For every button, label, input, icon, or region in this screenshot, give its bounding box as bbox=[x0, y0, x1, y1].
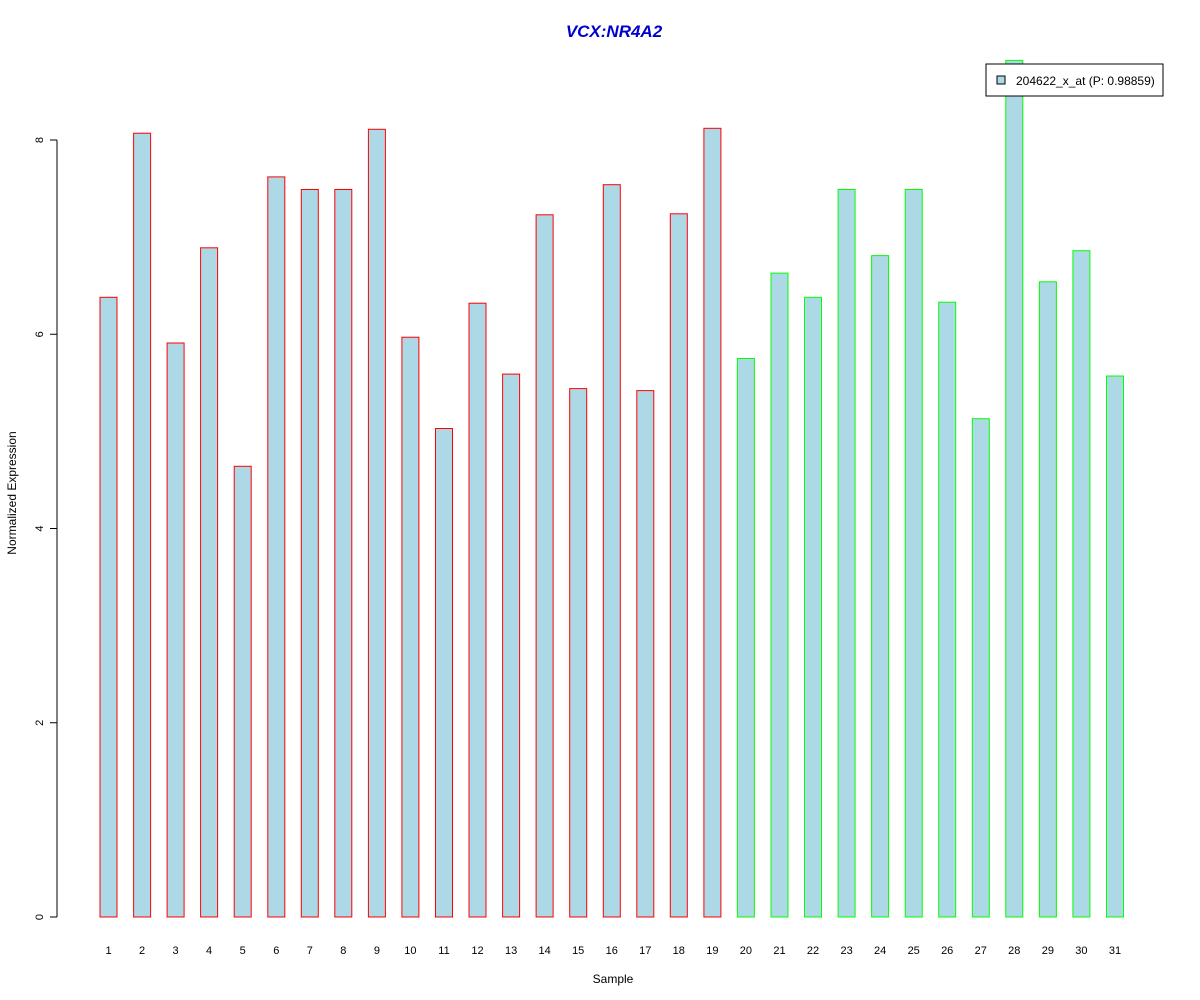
bar-sample-22 bbox=[804, 296, 822, 918]
x-tick-label: 31 bbox=[1109, 945, 1121, 957]
y-tick-label: 4 bbox=[34, 525, 46, 531]
bar-sample-29 bbox=[1038, 281, 1057, 918]
x-tick-label: 3 bbox=[173, 945, 179, 957]
bar-sample-1 bbox=[99, 296, 118, 918]
x-tick-label: 17 bbox=[639, 945, 651, 957]
x-tick-labels: 1 2 3 4 5 6 7 8 9 10 11 12 13 14 15 16 17 18 19 20 21 22 23 24 2… bbox=[105, 945, 1121, 957]
y-tick-label: 8 bbox=[34, 137, 46, 143]
x-tick-label: 1 bbox=[105, 945, 111, 957]
x-tick-label: 21 bbox=[773, 945, 785, 957]
bars-group bbox=[99, 59, 1124, 918]
bar-sample-11 bbox=[435, 428, 453, 918]
legend-label: 204622_x_at (P: 0.98859) bbox=[1016, 74, 1155, 88]
bar-sample-21 bbox=[770, 272, 789, 918]
bar-sample-12 bbox=[468, 302, 487, 918]
bar-sample-19 bbox=[703, 127, 722, 918]
bar-sample-17 bbox=[636, 390, 655, 918]
bar-sample-5 bbox=[233, 465, 252, 918]
x-tick-label: 18 bbox=[673, 945, 685, 957]
x-tick-label: 24 bbox=[874, 945, 886, 957]
bar-sample-6 bbox=[267, 176, 286, 918]
bar-sample-9 bbox=[367, 128, 386, 918]
bar-sample-2 bbox=[133, 132, 152, 918]
x-tick-label: 14 bbox=[538, 945, 550, 957]
legend-box bbox=[985, 63, 1164, 97]
bar-sample-23 bbox=[837, 189, 856, 918]
x-tick-label: 27 bbox=[975, 945, 987, 957]
bar-sample-14 bbox=[535, 214, 554, 918]
x-tick-label: 13 bbox=[505, 945, 517, 957]
bar-sample-27 bbox=[971, 418, 990, 918]
x-tick-label: 23 bbox=[840, 945, 852, 957]
x-tick-label: 2 bbox=[139, 945, 145, 957]
x-tick-label: 12 bbox=[471, 945, 483, 957]
x-tick-label: 8 bbox=[340, 945, 346, 957]
bar-sample-24 bbox=[871, 255, 890, 918]
bar-sample-31 bbox=[1106, 375, 1124, 918]
x-tick-label: 10 bbox=[404, 945, 416, 957]
x-tick-label: 30 bbox=[1075, 945, 1087, 957]
y-axis-label: Normalized Expression bbox=[5, 431, 19, 554]
legend-swatch bbox=[996, 75, 1006, 85]
bar-sample-13 bbox=[502, 373, 521, 918]
bar-sample-25 bbox=[904, 189, 923, 918]
x-tick-label: 19 bbox=[706, 945, 718, 957]
x-tick-label: 16 bbox=[606, 945, 618, 957]
bar-sample-16 bbox=[602, 184, 621, 918]
x-tick-label: 28 bbox=[1008, 945, 1020, 957]
x-tick-label: 4 bbox=[206, 945, 212, 957]
x-tick-label: 15 bbox=[572, 945, 584, 957]
bar-sample-26 bbox=[938, 301, 957, 918]
x-tick-label: 6 bbox=[273, 945, 279, 957]
x-tick-label: 5 bbox=[240, 945, 246, 957]
bar-sample-7 bbox=[300, 189, 319, 918]
y-tick-label: 2 bbox=[34, 720, 46, 726]
bar-sample-10 bbox=[401, 336, 420, 918]
legend: 204622_x_at (P: 0.98859) bbox=[985, 63, 1164, 97]
bar-sample-4 bbox=[200, 247, 219, 918]
x-axis-label: Sample bbox=[593, 972, 634, 986]
bar-sample-20 bbox=[736, 358, 755, 918]
x-tick-label: 9 bbox=[374, 945, 380, 957]
x-tick-label: 20 bbox=[740, 945, 752, 957]
bar-sample-30 bbox=[1072, 250, 1091, 918]
x-tick-label: 11 bbox=[438, 945, 449, 957]
x-tick-label: 25 bbox=[908, 945, 920, 957]
bar-sample-15 bbox=[569, 388, 588, 918]
y-axis: 0 2 4 6 8 bbox=[34, 137, 58, 920]
x-tick-label: 29 bbox=[1042, 945, 1054, 957]
x-tick-label: 26 bbox=[941, 945, 953, 957]
bar-sample-8 bbox=[334, 189, 353, 918]
bar-sample-28 bbox=[1005, 59, 1024, 918]
x-tick-label: 7 bbox=[307, 945, 313, 957]
chart-title: VCX:NR4A2 bbox=[566, 22, 663, 41]
y-tick-label: 0 bbox=[34, 914, 46, 920]
bar-sample-18 bbox=[669, 213, 688, 918]
bar-sample-3 bbox=[166, 342, 185, 918]
x-tick-label: 22 bbox=[807, 945, 819, 957]
y-tick-label: 6 bbox=[34, 331, 46, 337]
